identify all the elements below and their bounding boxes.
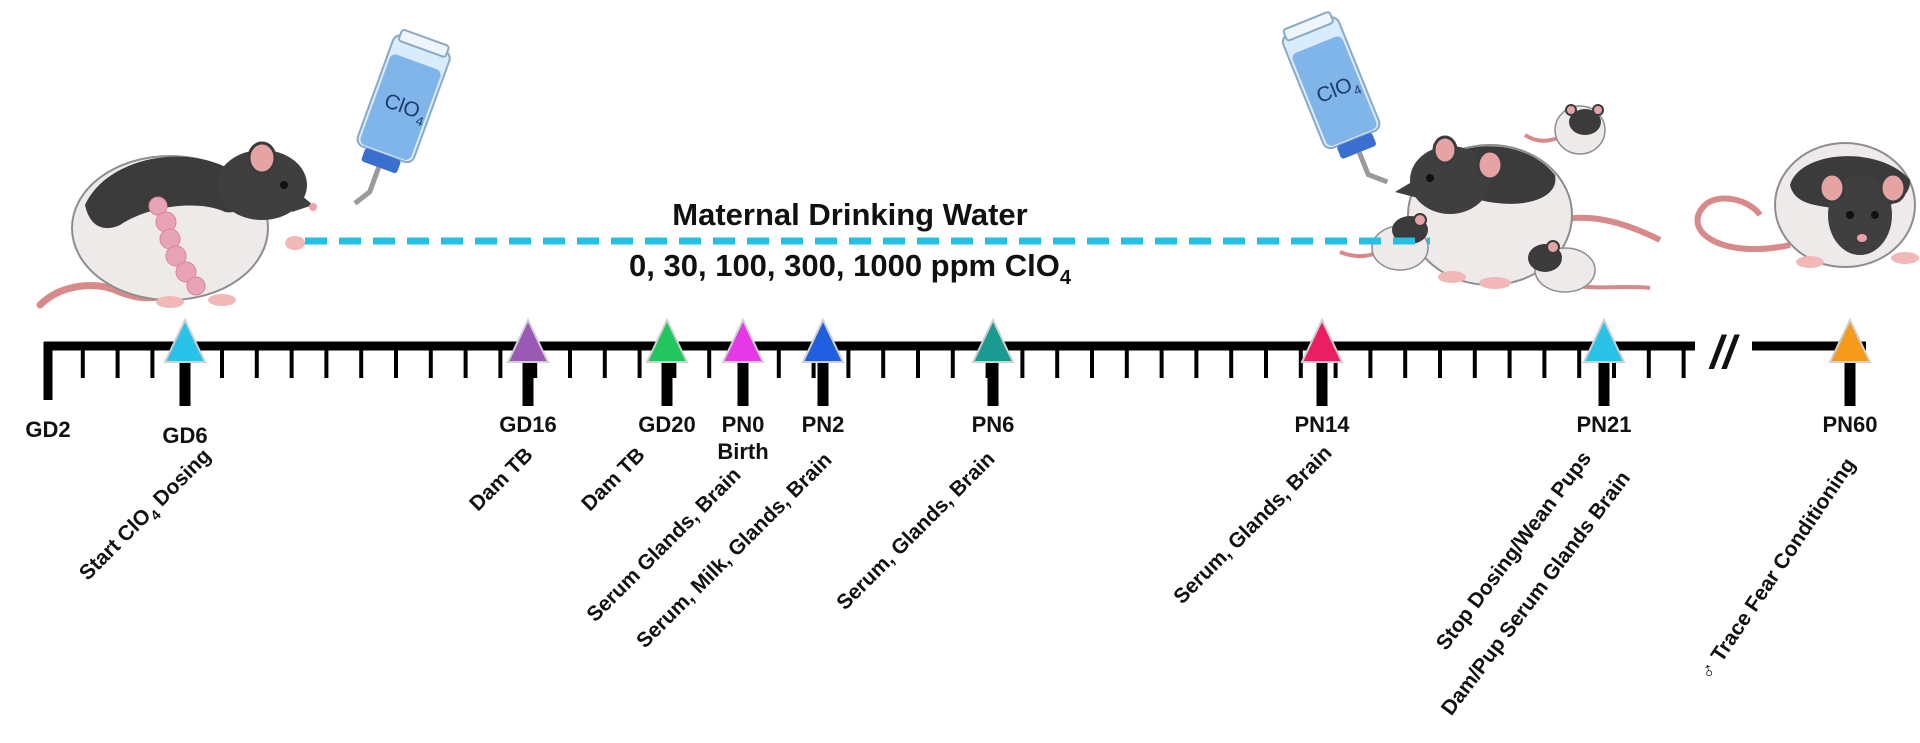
event-label-pn14: Serum, Glands, Brain: [1169, 441, 1336, 608]
marker-triangle-pn2: [801, 317, 845, 363]
svg-text://: //: [1708, 326, 1740, 378]
banner-doses-text: 0, 30, 100, 300, 1000 ppm ClO: [629, 248, 1060, 283]
day-label-birth: Birth: [717, 439, 768, 464]
day-label-pn2: PN2: [802, 412, 845, 437]
timeline-markers: [163, 317, 1872, 406]
day-label-gd2: GD2: [25, 417, 70, 442]
day-label-pn0: PN0: [722, 412, 765, 437]
event-label-gd16: Dam TB: [465, 443, 537, 515]
day-label-gd20: GD20: [638, 412, 695, 437]
banner-doses-subscript: 4: [1060, 267, 1072, 289]
water-bottle-icon: ClO4: [1281, 11, 1389, 185]
day-label-pn14: PN14: [1294, 412, 1350, 437]
pregnant-rat-icon: [36, 141, 317, 309]
event-label-pn60: ♂ Trace Fear Conditioning: [1695, 454, 1861, 684]
marker-triangle-pn60: [1828, 317, 1872, 363]
marker-triangle-pn21: [1582, 317, 1626, 363]
day-label-pn60: PN60: [1822, 412, 1877, 437]
marker-triangle-pn0: [721, 317, 765, 363]
water-bottle-icon: ClO4: [353, 28, 451, 206]
day-label-gd16: GD16: [499, 412, 556, 437]
dam-with-pups-icon: [1339, 104, 1662, 293]
event-label-gd6: Start ClO4 Dosing: [75, 444, 218, 587]
day-label-gd6: GD6: [162, 423, 207, 448]
adult-rat-icon: [1694, 142, 1919, 268]
marker-triangle-gd20: [645, 317, 689, 363]
event-label-pn6: Serum, Glands, Brain: [832, 447, 999, 614]
event-label-gd20: Dam TB: [577, 443, 649, 515]
axis-break-icon: //: [1708, 326, 1740, 378]
banner-doses: 0, 30, 100, 300, 1000 ppm ClO4: [629, 248, 1072, 289]
marker-triangle-gd6: [163, 317, 207, 363]
day-label-pn6: PN6: [972, 412, 1015, 437]
day-label-pn21: PN21: [1576, 412, 1631, 437]
bottle-label-subscript: 4: [414, 113, 426, 130]
banner-title: Maternal Drinking Water: [672, 197, 1027, 232]
marker-triangle-pn14: [1300, 317, 1344, 363]
marker-triangle-pn6: [971, 317, 1015, 363]
marker-triangle-gd16: [506, 317, 550, 363]
